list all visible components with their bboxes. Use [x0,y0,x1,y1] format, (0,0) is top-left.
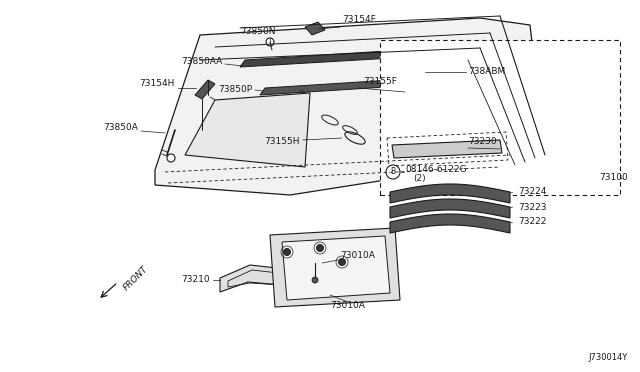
Text: FRONT: FRONT [122,264,150,292]
Text: 73850N: 73850N [240,28,276,36]
Circle shape [339,259,346,266]
Polygon shape [240,46,465,67]
Text: 73224: 73224 [518,187,547,196]
Circle shape [386,165,400,179]
Polygon shape [270,228,400,307]
Circle shape [284,248,291,256]
Bar [380,40,620,195]
Polygon shape [305,22,325,35]
Polygon shape [390,184,510,203]
Text: 73222: 73222 [518,218,547,227]
Circle shape [167,154,175,162]
Polygon shape [400,84,420,100]
Text: 08146-6122G: 08146-6122G [405,164,467,173]
Polygon shape [282,236,390,300]
Text: 73850P: 73850P [218,84,252,93]
Polygon shape [155,18,545,195]
Circle shape [317,244,323,251]
Text: 73210: 73210 [181,276,210,285]
Text: 73850A: 73850A [103,124,138,132]
Text: B: B [390,167,396,176]
Circle shape [312,277,318,283]
Text: 73155F: 73155F [363,77,397,87]
Text: 73850AA: 73850AA [180,58,222,67]
Text: 738ABM: 738ABM [468,67,505,77]
Text: 73155H: 73155H [264,137,300,145]
Text: 73223: 73223 [518,202,547,212]
Polygon shape [220,265,340,292]
Text: (2): (2) [413,174,426,183]
Circle shape [415,67,425,77]
Polygon shape [195,80,215,99]
Polygon shape [390,199,510,218]
Text: 73154H: 73154H [140,78,175,87]
Text: 73230: 73230 [468,138,497,147]
Text: 73010A: 73010A [331,301,365,310]
Text: 73100: 73100 [599,173,628,183]
Text: J730014Y: J730014Y [589,353,628,362]
Polygon shape [392,140,502,158]
Text: 73010A: 73010A [340,250,375,260]
Text: 73154F: 73154F [342,16,376,25]
Polygon shape [185,93,310,167]
Circle shape [266,38,274,46]
Polygon shape [390,214,510,233]
Polygon shape [260,75,470,95]
